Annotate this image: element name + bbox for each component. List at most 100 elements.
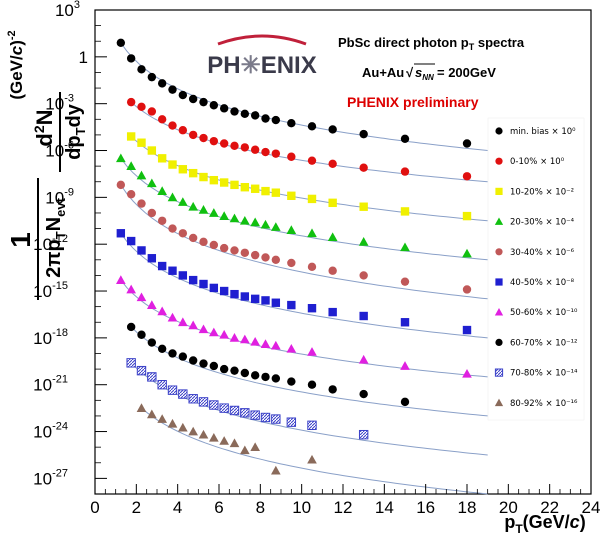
data-point [462,325,472,335]
data-point [271,298,281,307]
data-point [188,201,198,211]
data-point [147,146,157,155]
data-point [116,153,126,163]
legend-label: 0-10% × 10⁰ [510,157,565,167]
data-point [188,130,198,140]
y-tick-exponent: -6 [64,140,74,152]
data-point [240,408,250,418]
y-axis-title: 1 2πpTNevt d2N dpTdy (GeV/c)-2 [5,30,88,300]
x-tick-label: 14 [375,498,394,517]
data-point [240,368,250,378]
y-tick-label: 10-24 [33,421,68,442]
data-point [126,161,136,170]
data-point [178,352,188,361]
data-point [250,217,260,227]
fit-curve [130,136,488,222]
data-point [271,115,281,125]
data-point [400,318,410,327]
data-point [178,126,188,135]
data-point [400,167,410,176]
data-point [199,359,208,368]
data-point [188,320,198,330]
data-point [287,377,296,386]
data-point [157,186,167,195]
data-point [198,324,209,334]
x-tick-label: 8 [256,498,265,517]
y-tick-exponent: -3 [64,93,74,105]
data-point [307,454,317,464]
data-point [147,72,157,82]
data-point [147,254,157,263]
sqrt-symbol: √ [406,65,414,80]
data-point [157,414,167,423]
data-point [198,205,209,214]
data-point [359,202,368,211]
legend-label: 80-92% × 10⁻¹⁶ [510,399,578,409]
fit-curve [120,157,488,261]
data-point [167,418,178,428]
data-point [271,188,281,197]
data-point [137,199,146,208]
data-point [188,394,198,404]
data-point [229,213,240,223]
data-point [178,389,188,399]
legend-label: 40-50% × 10⁻⁸ [510,278,575,288]
data-point [271,414,281,424]
data-point [271,149,281,158]
legend-marker [495,278,503,286]
legend-marker [494,308,504,316]
data-point [400,361,410,370]
data-point [219,178,229,187]
x-tick-label: 22 [540,498,559,517]
data-point [400,397,410,407]
data-point [209,175,219,185]
x-tick-label: 20 [499,498,518,517]
data-point [261,296,270,305]
x-tick-label: 6 [214,498,223,517]
data-point [260,339,271,348]
data-point [209,283,219,293]
data-point [157,344,167,353]
data-point [219,104,229,113]
legend-box [487,117,585,421]
data-point [209,240,219,250]
data-point [250,336,260,346]
data-point [400,277,410,286]
data-point [157,216,167,225]
data-point [358,237,369,246]
data-point [240,143,250,152]
y-axis-denominator-2: dpTdy [63,103,88,160]
data-point [307,228,317,238]
data-point [188,94,198,104]
legend-marker [494,398,504,407]
data-point [199,172,208,182]
data-point [462,248,472,258]
data-point [250,294,260,304]
x-tick-label: 16 [416,498,435,517]
data-point [250,410,260,420]
data-point [287,118,296,128]
fit-curve [120,279,488,378]
legend-label: 10-20% × 10⁻² [510,187,574,197]
data-point [137,65,146,74]
data-point [240,292,250,301]
data-point [240,109,250,119]
legend-marker [495,127,503,135]
data-point [178,271,188,280]
data-point [219,364,229,374]
data-point [359,163,368,172]
data-point [126,190,136,199]
data-point [126,284,136,294]
y-tick-label: 103 [55,0,80,20]
energy-value: = 200GeV [437,65,496,80]
data-point [116,38,126,47]
data-point [219,211,229,220]
data-point [261,114,270,123]
data-point [271,374,281,383]
data-point [199,237,208,247]
y-axis-numerator: d2N [31,109,57,146]
data-point [271,340,281,350]
data-point [136,170,147,180]
data-point [287,258,296,268]
data-point [462,211,472,221]
